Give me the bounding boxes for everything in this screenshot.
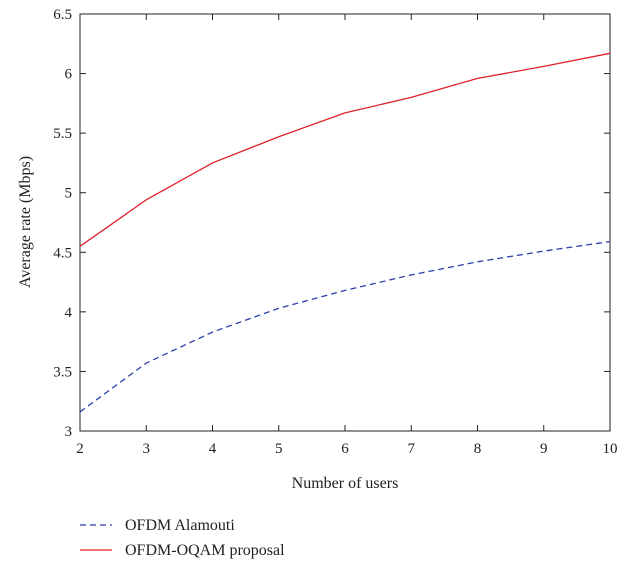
y-axis-ticks: 3 3.5 4 4.5 5 5.5 6 6.5 xyxy=(53,7,610,440)
y-tick-label: 3.5 xyxy=(53,364,72,380)
x-axis-label: Number of users xyxy=(292,475,399,492)
y-tick-label: 3 xyxy=(65,424,73,440)
series-line-ofdm-oqam-proposal xyxy=(79,52,611,247)
x-tick-label: 10 xyxy=(603,441,618,457)
x-tick-label: 4 xyxy=(209,441,217,457)
y-tick-label: 6.5 xyxy=(53,7,72,23)
x-tick-label: 7 xyxy=(408,441,416,457)
y-tick-label: 4.5 xyxy=(53,245,72,261)
y-tick-label: 4 xyxy=(65,305,73,321)
plot-area xyxy=(79,13,611,432)
x-axis-ticks: 2 3 4 5 6 7 8 9 10 xyxy=(76,14,618,457)
series-layer xyxy=(79,52,611,413)
y-tick-label: 6 xyxy=(65,67,73,83)
y-tick-label: 5.5 xyxy=(53,126,72,142)
legend-label-ofdm-alamouti: OFDM Alamouti xyxy=(125,517,235,534)
x-tick-label: 5 xyxy=(275,441,283,457)
y-tick-label: 5 xyxy=(65,186,73,202)
x-tick-label: 8 xyxy=(474,441,482,457)
y-axis-label: Average rate (Mbps) xyxy=(17,156,34,288)
x-tick-label: 3 xyxy=(143,441,151,457)
x-tick-label: 9 xyxy=(540,441,548,457)
x-tick-label: 6 xyxy=(341,441,349,457)
x-tick-label: 2 xyxy=(76,441,84,457)
series-line-ofdm-alamouti xyxy=(79,240,611,413)
legend-label-ofdm-oqam-proposal: OFDM-OQAM proposal xyxy=(125,542,285,559)
legend: OFDM Alamouti OFDM-OQAM proposal xyxy=(80,517,285,559)
